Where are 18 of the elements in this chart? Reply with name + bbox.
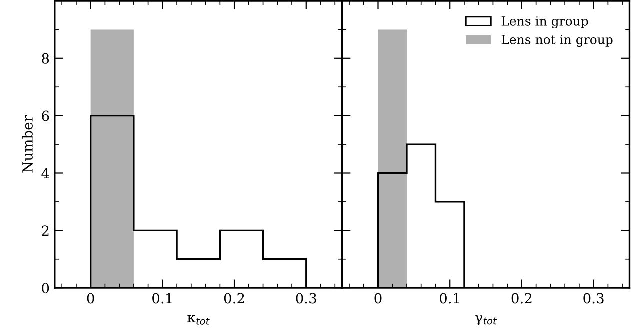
x-tick-label: 0.1 [440, 293, 460, 304]
y-tick-label: 8 [42, 53, 50, 64]
y-tick-label: 4 [42, 168, 50, 179]
x-tick-label: 0.2 [512, 293, 532, 304]
x-tick-label: 0.3 [584, 293, 604, 304]
legend-label: Lens not in group [502, 35, 613, 47]
x-tick-label: 0.1 [152, 293, 172, 304]
x-tick-label: 0.3 [296, 293, 316, 304]
x-tick-label: 0 [87, 293, 94, 304]
y-tick-label: 6 [42, 110, 50, 122]
x-tick-label: 0.2 [224, 293, 244, 304]
x-axis-title: γ$_{tot}$ [475, 315, 498, 326]
legend-label: Lens in group [502, 16, 588, 28]
y-axis-title: Number [22, 116, 33, 173]
x-axis-title: κ$_{tot}$ [188, 315, 210, 325]
x-tick-label: 0 [374, 293, 382, 304]
y-tick-label: 2 [42, 226, 49, 236]
y-tick-label: 0 [42, 283, 50, 294]
